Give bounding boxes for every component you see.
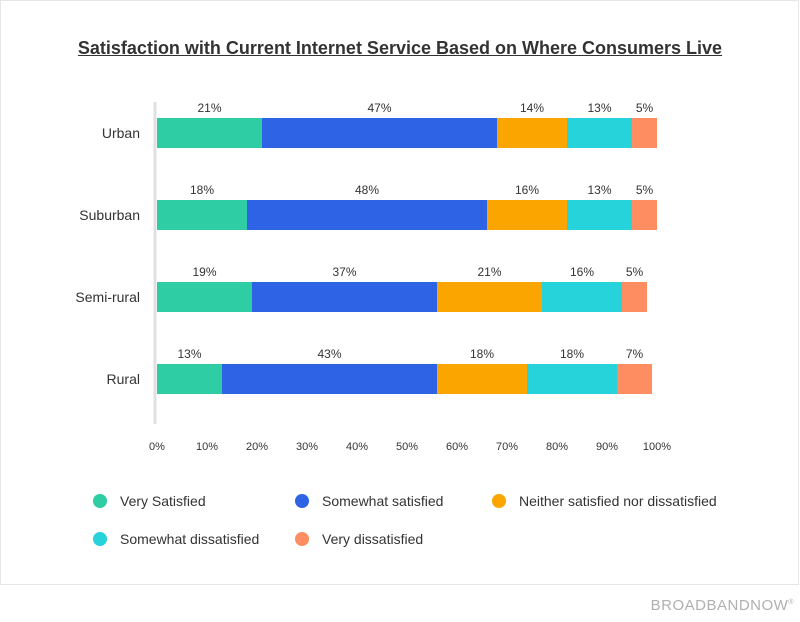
bar-segment <box>527 364 617 394</box>
legend-item: Neither satisfied nor dissatisfied <box>492 493 717 509</box>
bar-segment <box>542 282 622 312</box>
x-tick-label: 100% <box>643 441 671 453</box>
data-label: 21% <box>477 265 501 279</box>
data-label: 18% <box>560 347 584 361</box>
x-tick-label: 90% <box>596 441 618 453</box>
x-tick-label: 10% <box>196 441 218 453</box>
brand-text: BROADBANDNOW <box>650 597 789 614</box>
data-label: 47% <box>367 101 391 115</box>
data-label: 37% <box>332 265 356 279</box>
legend-swatch <box>492 494 506 508</box>
data-label: 5% <box>626 265 644 279</box>
legend-label: Somewhat dissatisfied <box>120 531 260 547</box>
legend-item: Very dissatisfied <box>295 531 423 547</box>
legend-swatch <box>93 532 107 546</box>
data-label: 18% <box>470 347 494 361</box>
data-label: 19% <box>192 265 216 279</box>
bar-segment <box>632 118 657 148</box>
bar-segment <box>157 200 247 230</box>
x-tick-label: 50% <box>396 441 418 453</box>
bar-segment <box>567 118 632 148</box>
data-label: 5% <box>636 101 654 115</box>
bar-segment <box>437 282 542 312</box>
legend-item: Somewhat satisfied <box>295 493 443 509</box>
data-label: 16% <box>515 183 539 197</box>
legend-swatch <box>295 532 309 546</box>
brand-logo: BROADBANDNOW® <box>651 597 794 614</box>
bar-segment <box>252 282 437 312</box>
data-label: 43% <box>317 347 341 361</box>
category-label: Urban <box>102 125 140 141</box>
data-label: 7% <box>626 347 644 361</box>
bar-segment <box>567 200 632 230</box>
bar-segment <box>437 364 527 394</box>
x-tick-label: 70% <box>496 441 518 453</box>
data-label: 16% <box>570 265 594 279</box>
x-tick-label: 30% <box>296 441 318 453</box>
x-tick-label: 60% <box>446 441 468 453</box>
x-tick-label: 40% <box>346 441 368 453</box>
legend-label: Very Satisfied <box>120 493 206 509</box>
bar-segment <box>247 200 487 230</box>
data-label: 5% <box>636 183 654 197</box>
data-label: 13% <box>177 347 201 361</box>
bar-segment <box>222 364 437 394</box>
data-label: 13% <box>587 101 611 115</box>
chart-title: Satisfaction with Current Internet Servi… <box>77 38 723 58</box>
bar-segment <box>262 118 497 148</box>
x-tick-label: 0% <box>149 441 165 453</box>
bar-segment <box>622 282 647 312</box>
brand-mark: ® <box>788 599 794 606</box>
legend-swatch <box>93 494 107 508</box>
bar-segment <box>157 282 252 312</box>
data-label: 21% <box>197 101 221 115</box>
x-tick-label: 80% <box>546 441 568 453</box>
data-label: 14% <box>520 101 544 115</box>
legend-label: Very dissatisfied <box>322 531 424 547</box>
bar-segment <box>617 364 652 394</box>
bar-segment <box>497 118 567 148</box>
bar-segment <box>157 364 222 394</box>
bar-segment <box>632 200 657 230</box>
data-label: 18% <box>190 183 214 197</box>
legend-label: Somewhat satisfied <box>322 493 444 509</box>
category-label: Rural <box>107 371 140 387</box>
legend-swatch <box>295 494 309 508</box>
bar-segment <box>157 118 262 148</box>
legend-item: Somewhat dissatisfied <box>93 531 259 547</box>
data-label: 48% <box>355 183 379 197</box>
data-label: 13% <box>587 183 611 197</box>
legend-item: Very Satisfied <box>93 493 206 509</box>
legend-label: Neither satisfied nor dissatisfied <box>519 493 717 509</box>
category-label: Semi-rural <box>75 289 140 305</box>
category-label: Suburban <box>79 207 140 223</box>
bar-segment <box>487 200 567 230</box>
x-tick-label: 20% <box>246 441 268 453</box>
